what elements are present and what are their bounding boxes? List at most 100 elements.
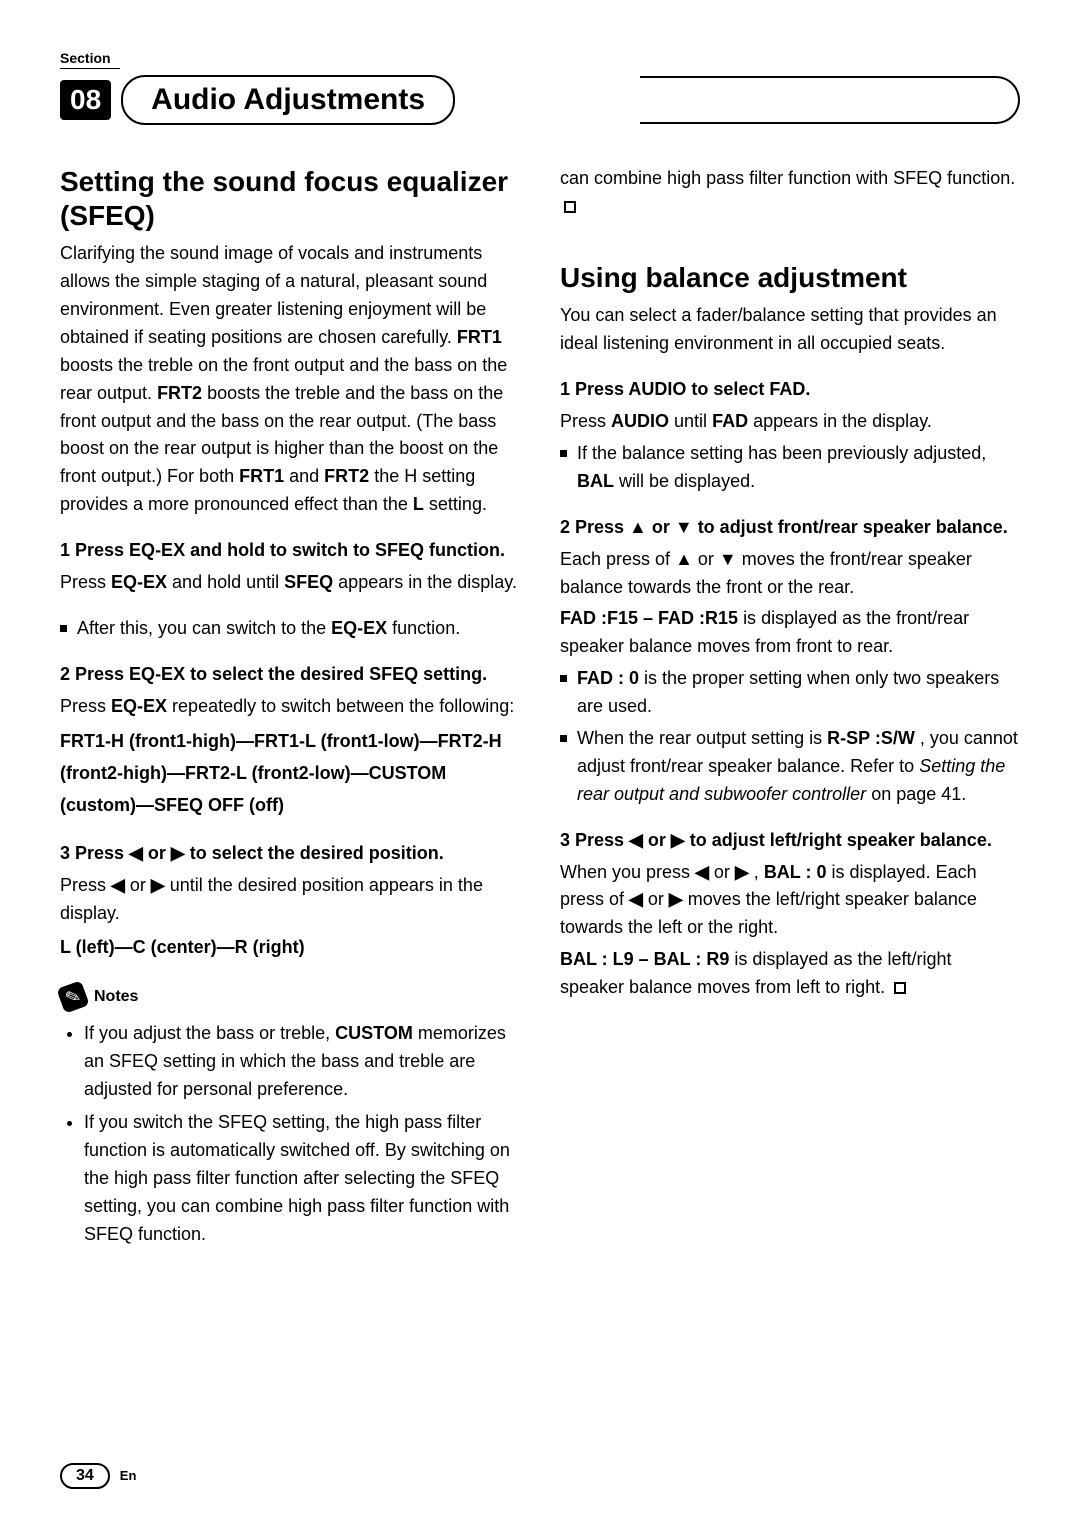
t: repeatedly to switch between the followi… bbox=[172, 696, 514, 716]
t: If the balance setting has been previous… bbox=[577, 443, 986, 463]
bullet-icon bbox=[560, 675, 567, 682]
frt-both-mid: and bbox=[289, 466, 324, 486]
t: After this, you can switch to the bbox=[77, 618, 331, 638]
left-column: Setting the sound focus equalizer (SFEQ)… bbox=[60, 165, 520, 1255]
t: until bbox=[674, 411, 712, 431]
left-step2-body: Press EQ-EX repeatedly to switch between… bbox=[60, 693, 520, 721]
t: appears in the display. bbox=[753, 411, 932, 431]
right-step2-note2: When the rear output setting is R-SP :S/… bbox=[560, 725, 1020, 809]
t: When you press bbox=[560, 862, 695, 882]
t: Press bbox=[60, 875, 111, 895]
up-arrow: ▲ bbox=[675, 549, 693, 569]
bal-label: BAL bbox=[577, 471, 614, 491]
right-step1-body: Press AUDIO until FAD appears in the dis… bbox=[560, 408, 1020, 436]
right-arrow: ▶ bbox=[735, 862, 749, 882]
left-step1-note: After this, you can switch to the EQ-EX … bbox=[60, 615, 520, 643]
t: Press bbox=[560, 411, 611, 431]
pencil-icon: ✎ bbox=[56, 980, 89, 1013]
right-step1-bold: 1 Press AUDIO to select FAD. bbox=[560, 376, 1020, 404]
down-arrow: ▼ bbox=[719, 549, 737, 569]
eqex-label: EQ-EX bbox=[331, 618, 387, 638]
end-square-icon bbox=[564, 201, 576, 213]
chapter-number: 08 bbox=[60, 80, 111, 120]
bal-range: BAL : L9 – BAL : R9 bbox=[560, 949, 729, 969]
page-language: En bbox=[120, 1468, 137, 1483]
t: , bbox=[754, 862, 764, 882]
notes-label: Notes bbox=[94, 988, 138, 1006]
bullet-icon bbox=[60, 625, 67, 632]
right-arrow: ▶ bbox=[669, 889, 683, 909]
t: When the rear output setting is bbox=[577, 728, 827, 748]
right-step3-body: When you press ◀ or ▶ , BAL : 0 is displ… bbox=[560, 859, 1020, 943]
right-arrow: ▶ bbox=[151, 875, 165, 895]
t: or bbox=[714, 862, 735, 882]
note-item: If you adjust the bass or treble, CUSTOM… bbox=[84, 1020, 520, 1104]
page-number: 34 bbox=[60, 1463, 110, 1489]
left-step3-body: Press ◀ or ▶ until the desired position … bbox=[60, 872, 520, 928]
right-continuation: can combine high pass filter function wi… bbox=[560, 165, 1020, 221]
sfeq-label: SFEQ bbox=[284, 572, 333, 592]
t: If you switch the SFEQ setting, the high… bbox=[84, 1112, 510, 1244]
right-step2-bold: 2 Press ▲ or ▼ to adjust front/rear spea… bbox=[560, 514, 1020, 542]
left-seq3: L (left)—C (center)—R (right) bbox=[60, 931, 520, 963]
right-step3-bold: 3 Press ◀ or ▶ to adjust left/right spea… bbox=[560, 827, 1020, 855]
sfeq-intro: Clarifying the sound image of vocals and… bbox=[60, 240, 520, 519]
notes-list: If you adjust the bass or treble, CUSTOM… bbox=[60, 1020, 520, 1249]
note-item: If you switch the SFEQ setting, the high… bbox=[84, 1109, 520, 1248]
t: and hold until bbox=[172, 572, 284, 592]
right-step2-body: Each press of ▲ or ▼ moves the front/rea… bbox=[560, 546, 1020, 602]
left-seq2: FRT1-H (front1-high)—FRT1-L (front1-low)… bbox=[60, 725, 520, 822]
eqex-label: EQ-EX bbox=[111, 572, 167, 592]
bal0-label: BAL : 0 bbox=[764, 862, 827, 882]
t: or bbox=[130, 875, 151, 895]
end-square-icon bbox=[894, 982, 906, 994]
right-step2-range: FAD :F15 – FAD :R15 is displayed as the … bbox=[560, 605, 1020, 661]
rsp-label: R-SP :S/W bbox=[827, 728, 915, 748]
fad-range: FAD :F15 – FAD :R15 bbox=[560, 608, 738, 628]
frt1-label: FRT1 bbox=[457, 327, 502, 347]
frt2-both-label: FRT2 bbox=[324, 466, 369, 486]
l-setting-text: setting. bbox=[429, 494, 487, 514]
t: function. bbox=[392, 618, 460, 638]
left-step3-bold: 3 Press ◀ or ▶ to select the desired pos… bbox=[60, 840, 520, 868]
t: is the proper setting when only two spea… bbox=[577, 668, 999, 716]
left-step1-bold: 1 Press EQ-EX and hold to switch to SFEQ… bbox=[60, 537, 520, 565]
section-label: Section bbox=[60, 50, 120, 69]
frt2-label: FRT2 bbox=[157, 383, 202, 403]
l-setting-label: L bbox=[413, 494, 424, 514]
right-step1-note: If the balance setting has been previous… bbox=[560, 440, 1020, 496]
bullet-icon bbox=[560, 450, 567, 457]
t: or bbox=[698, 549, 719, 569]
right-step3-range: BAL : L9 – BAL : R9 is displayed as the … bbox=[560, 946, 1020, 1002]
notes-header: ✎ Notes bbox=[60, 984, 520, 1010]
t: on page 41. bbox=[871, 784, 966, 804]
header-right-curve bbox=[640, 76, 1020, 124]
t: Each press of bbox=[560, 549, 675, 569]
fad-label: FAD bbox=[712, 411, 748, 431]
eqex-label: EQ-EX bbox=[111, 696, 167, 716]
t: Press bbox=[60, 696, 111, 716]
bullet-icon bbox=[560, 735, 567, 742]
left-step2-bold: 2 Press EQ-EX to select the desired SFEQ… bbox=[60, 661, 520, 689]
sfeq-intro-text: Clarifying the sound image of vocals and… bbox=[60, 243, 487, 347]
t: If you adjust the bass or treble, bbox=[84, 1023, 335, 1043]
fad0-label: FAD : 0 bbox=[577, 668, 639, 688]
audio-label: AUDIO bbox=[611, 411, 669, 431]
left-arrow: ◀ bbox=[695, 862, 709, 882]
sfeq-heading: Setting the sound focus equalizer (SFEQ) bbox=[60, 165, 520, 232]
chapter-title: Audio Adjustments bbox=[151, 83, 425, 116]
t: or bbox=[648, 889, 669, 909]
frt1-both-label: FRT1 bbox=[239, 466, 284, 486]
right-column: can combine high pass filter function wi… bbox=[560, 165, 1020, 1255]
left-arrow: ◀ bbox=[111, 875, 125, 895]
chapter-header: 08 Audio Adjustments bbox=[60, 75, 1020, 125]
left-step1-body: Press EQ-EX and hold until SFEQ appears … bbox=[60, 569, 520, 597]
chapter-title-pill: Audio Adjustments bbox=[121, 75, 455, 125]
t: appears in the display. bbox=[338, 572, 517, 592]
balance-intro: You can select a fader/balance setting t… bbox=[560, 302, 1020, 358]
right-step2-note1: FAD : 0 is the proper setting when only … bbox=[560, 665, 1020, 721]
custom-label: CUSTOM bbox=[335, 1023, 413, 1043]
t: Press bbox=[60, 572, 111, 592]
balance-heading: Using balance adjustment bbox=[560, 261, 1020, 295]
t: will be displayed. bbox=[619, 471, 755, 491]
